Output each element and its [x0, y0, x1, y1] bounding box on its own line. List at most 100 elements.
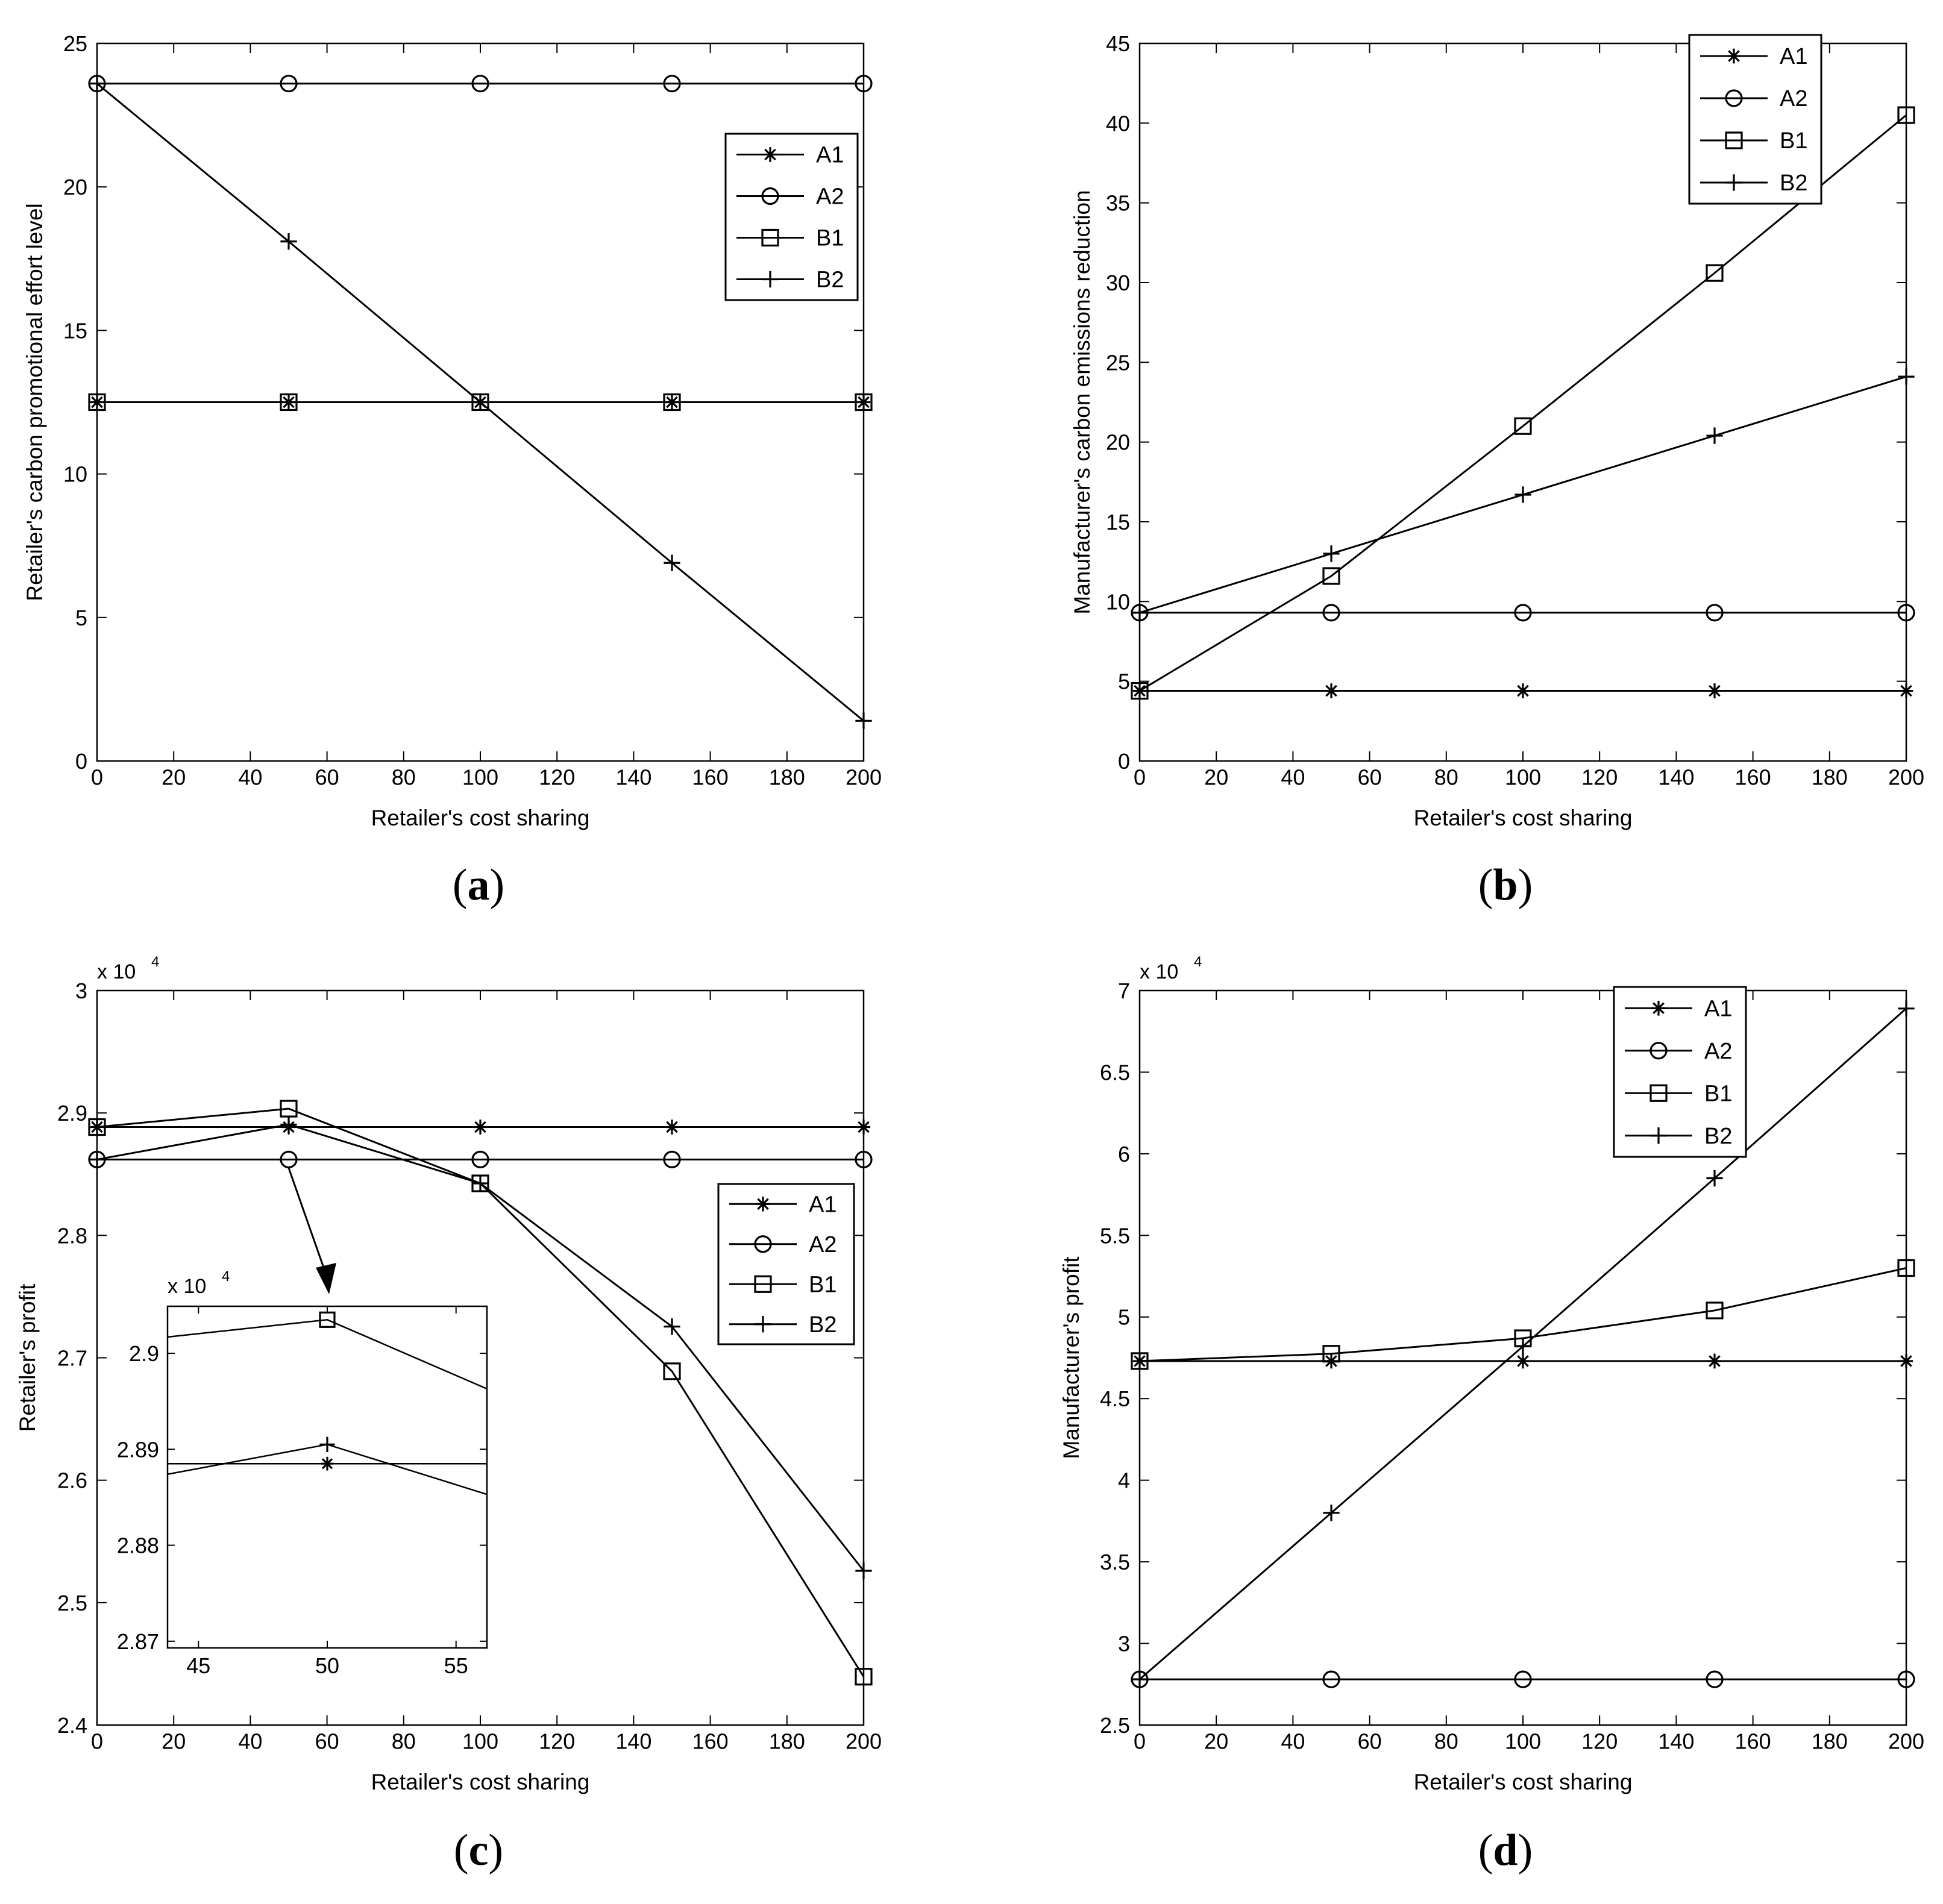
legend-item-b2: B2: [736, 268, 844, 293]
series-a1: [1132, 1353, 1913, 1369]
y-tick-label: 2.7: [57, 1345, 87, 1370]
legend-item-b2: B2: [1625, 1124, 1732, 1149]
inset-series-b2: [167, 1436, 488, 1495]
y-multiplier-text: x 10: [97, 960, 136, 983]
inset-y-multiplier: x 10 4: [168, 1268, 230, 1298]
legend-marker: [1727, 48, 1741, 64]
data-point-a2: [1706, 604, 1724, 622]
y-multiplier-text: x 10: [1140, 960, 1178, 983]
data-point-b2: [664, 554, 680, 571]
inset-data-point-b1: [319, 1311, 336, 1328]
data-point-b1: [280, 393, 298, 412]
series-line-b1: [1139, 114, 1907, 692]
chart-panel-d: 0 20 40 60 80 100 120 140 160 180 200 2.5 3 3.5 4 4.5 5 5…: [1059, 954, 1924, 1875]
data-point-a2: [1322, 604, 1340, 622]
x-tick-label: 100: [1505, 1729, 1541, 1754]
data-point-b2: [1131, 1671, 1148, 1688]
inset-x-tick-label: 45: [186, 1653, 210, 1678]
y-multiplier-exponent: 4: [1194, 954, 1202, 970]
data-point-b2: [1706, 427, 1723, 444]
legend: A1 A2 B1 B2: [717, 1183, 855, 1345]
legend-box: [1613, 986, 1747, 1158]
data-point-b2: [89, 1151, 105, 1168]
legend-label: A1: [809, 1192, 837, 1217]
y-tick-label: 5: [1118, 669, 1130, 694]
inset-x-tick-label: 55: [444, 1653, 468, 1678]
legend-marker: [761, 228, 779, 247]
legend-label: A2: [1780, 86, 1807, 111]
data-point-b2: [472, 1175, 489, 1192]
inset-frame: [166, 1305, 488, 1649]
panel-label-b: (b): [1478, 860, 1533, 910]
legend-item-a2: A2: [729, 1232, 837, 1257]
data-point-b1: [1897, 1259, 1915, 1277]
y-tick-label: 6.5: [1100, 1060, 1130, 1085]
y-tick-label: 7: [1118, 979, 1130, 1003]
data-point-a2: [280, 1150, 298, 1168]
legend-label: A2: [1704, 1039, 1732, 1064]
series-b1: [1131, 106, 1915, 700]
inset-series-line: [167, 1319, 488, 1390]
legend-item-b1: B1: [736, 226, 844, 251]
x-tick-label: 100: [1505, 765, 1541, 790]
inset-data-point-b2: [319, 1436, 335, 1452]
series-b2: [89, 1116, 872, 1579]
x-tick-label: 180: [1812, 765, 1848, 790]
data-point-a2: [663, 1150, 681, 1168]
data-point-a1: [856, 1120, 871, 1135]
x-tick-label: 20: [162, 765, 186, 790]
y-tick-label: 25: [63, 31, 87, 56]
x-tick-label: 180: [1812, 1729, 1848, 1754]
series-a2: [88, 1150, 873, 1168]
x-tick-label: 0: [91, 765, 103, 790]
legend-item-a1: A1: [1700, 44, 1807, 69]
data-point-a1: [1516, 683, 1530, 698]
data-point-b2: [1131, 604, 1148, 621]
inset-series-b1: [167, 1311, 488, 1390]
data-point-a1: [1707, 683, 1722, 698]
legend-marker: [1725, 131, 1743, 149]
legend-item-a2: A2: [1625, 1039, 1732, 1064]
data-point-b1: [1514, 417, 1532, 435]
data-point-a1: [1324, 683, 1339, 698]
data-point-b1: [663, 1362, 681, 1380]
y-tick-label: 3: [75, 979, 87, 1003]
legend-label: A2: [816, 184, 844, 210]
series-a2: [1131, 1670, 1915, 1688]
data-point-b1: [1131, 1352, 1149, 1370]
x-tick-label: 60: [1358, 1729, 1382, 1754]
inset-multiplier-text: x 10: [168, 1275, 206, 1298]
x-tick-label: 160: [1735, 1729, 1771, 1754]
x-tick-label: 80: [1434, 765, 1458, 790]
legend-item-a2: A2: [736, 184, 844, 210]
data-point-b2: [855, 1562, 872, 1579]
data-point-a1: [665, 1120, 679, 1135]
panel-label-a: (a): [453, 860, 504, 910]
inset-x-tick-label: 50: [315, 1653, 339, 1678]
legend-marker: [756, 1196, 770, 1212]
x-tick-label: 200: [846, 765, 882, 790]
data-point-b1: [855, 1668, 873, 1686]
data-point-b2: [664, 1318, 680, 1335]
legend-label: B2: [809, 1312, 837, 1338]
data-point-b2: [1706, 1170, 1723, 1187]
legend-label: B2: [816, 268, 844, 293]
data-point-a2: [471, 1150, 489, 1168]
legend-box: [717, 1183, 855, 1345]
y-tick-label: 30: [1106, 271, 1130, 295]
legend-marker: [755, 1316, 771, 1333]
legend-marker: [761, 187, 779, 205]
x-tick-label: 20: [162, 1729, 186, 1754]
legend-marker: [1650, 1127, 1667, 1144]
x-tick-label: 0: [1134, 1729, 1146, 1754]
x-tick-label: 20: [1204, 765, 1228, 790]
y-tick-label: 0: [1118, 749, 1130, 774]
x-tick-label: 180: [769, 765, 805, 790]
x-tick-label: 160: [692, 1729, 729, 1754]
data-point-b2: [280, 1116, 297, 1133]
data-point-b1: [663, 393, 681, 412]
inset-y-tick-label: 2.89: [117, 1437, 159, 1462]
data-point-b2: [1323, 545, 1340, 562]
y-tick-label: 2.5: [57, 1591, 87, 1615]
y-axis-multiplier: x 10 4: [97, 954, 159, 983]
